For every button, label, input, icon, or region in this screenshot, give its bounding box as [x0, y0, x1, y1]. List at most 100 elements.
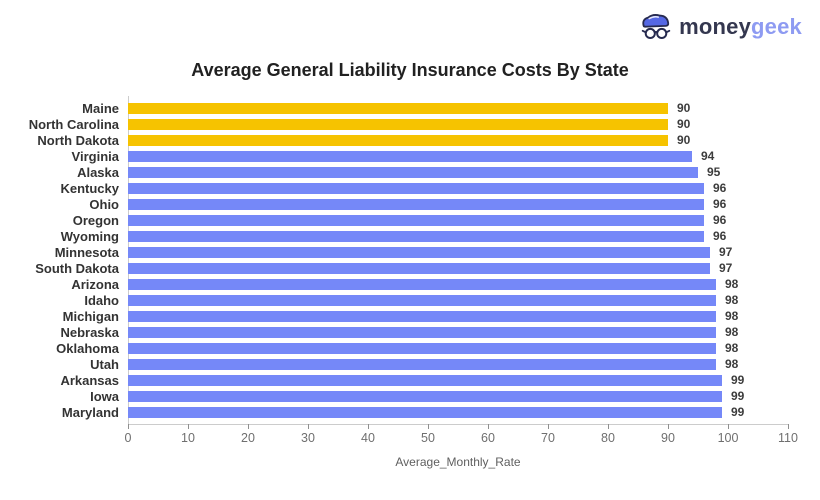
tick-mark: [248, 424, 249, 429]
bar[interactable]: [128, 278, 716, 290]
bar[interactable]: [128, 230, 704, 242]
tick-label: 10: [181, 431, 195, 445]
value-label: 99: [731, 373, 745, 387]
tick-label: 30: [301, 431, 315, 445]
tick-label: 90: [661, 431, 675, 445]
logo-word-geek: geek: [751, 14, 802, 39]
tick-label: 100: [717, 431, 739, 445]
geek-face-icon: [640, 12, 672, 42]
bar[interactable]: [128, 390, 722, 402]
bar-track: 96: [128, 228, 788, 244]
value-label: 98: [725, 341, 739, 355]
bar-track: 98: [128, 276, 788, 292]
tick-mark: [368, 424, 369, 429]
bar-track: 96: [128, 212, 788, 228]
bar-track: 96: [128, 196, 788, 212]
logo-wordmark: moneygeek: [679, 16, 802, 38]
bar-track: 90: [128, 116, 788, 132]
chart-title: Average General Liability Insurance Cost…: [191, 60, 629, 80]
category-label: North Carolina: [28, 116, 119, 132]
bar[interactable]: [128, 358, 716, 370]
bar-row: Wyoming 96: [0, 228, 820, 244]
bar-row: Maryland 99: [0, 404, 820, 420]
bar-row: Michigan 98: [0, 308, 820, 324]
bar[interactable]: [128, 134, 668, 146]
bar-row: Oklahoma 98: [0, 340, 820, 356]
category-label: Maryland: [61, 404, 119, 420]
bar-row: Utah 98: [0, 356, 820, 372]
category-label: Arizona: [71, 276, 119, 292]
bar-row: Ohio 96: [0, 196, 820, 212]
bar[interactable]: [128, 406, 722, 418]
bar[interactable]: [128, 182, 704, 194]
category-label: Idaho: [84, 292, 119, 308]
tick-mark: [548, 424, 549, 429]
bar-track: 97: [128, 244, 788, 260]
bar-track: 98: [128, 308, 788, 324]
bar[interactable]: [128, 374, 722, 386]
tick-label: 40: [361, 431, 375, 445]
value-label: 98: [725, 277, 739, 291]
bar-track: 97: [128, 260, 788, 276]
bar-row: Alaska 95: [0, 164, 820, 180]
value-label: 98: [725, 309, 739, 323]
bar-track: 98: [128, 340, 788, 356]
value-label: 98: [725, 325, 739, 339]
value-label: 98: [725, 357, 739, 371]
bar-track: 95: [128, 164, 788, 180]
bar-track: 98: [128, 324, 788, 340]
tick-mark: [668, 424, 669, 429]
value-label: 96: [713, 197, 727, 211]
bar-row: Minnesota 97: [0, 244, 820, 260]
category-label: Utah: [90, 356, 119, 372]
bar[interactable]: [128, 102, 668, 114]
value-label: 90: [677, 133, 691, 147]
value-label: 97: [719, 245, 733, 259]
bar-row: South Dakota 97: [0, 260, 820, 276]
category-label: Minnesota: [54, 244, 119, 260]
bar[interactable]: [128, 262, 710, 274]
category-label: Nebraska: [60, 324, 119, 340]
bar[interactable]: [128, 198, 704, 210]
value-label: 96: [713, 181, 727, 195]
value-label: 96: [713, 213, 727, 227]
bar-track: 98: [128, 292, 788, 308]
bar[interactable]: [128, 342, 716, 354]
bar[interactable]: [128, 310, 716, 322]
bar-row: Virginia 94: [0, 148, 820, 164]
value-label: 99: [731, 389, 745, 403]
bar-track: 90: [128, 132, 788, 148]
bar-track: 96: [128, 180, 788, 196]
logo-word-money: money: [679, 14, 752, 39]
bar[interactable]: [128, 150, 692, 162]
bar-row: Arizona 98: [0, 276, 820, 292]
bar-track: 90: [128, 100, 788, 116]
bar[interactable]: [128, 294, 716, 306]
bar-row: Maine 90: [0, 100, 820, 116]
bar-row: Arkansas 99: [0, 372, 820, 388]
tick-label: 50: [421, 431, 435, 445]
value-label: 90: [677, 101, 691, 115]
tick-label: 70: [541, 431, 555, 445]
bar-row: Nebraska 98: [0, 324, 820, 340]
category-label: Oregon: [72, 212, 119, 228]
category-label: Virginia: [71, 148, 119, 164]
bar-rows: Maine 90 North Carolina 90 North Dakota 90 Vir…: [0, 100, 820, 420]
category-label: Maine: [82, 100, 119, 116]
tick-mark: [728, 424, 729, 429]
bar[interactable]: [128, 166, 698, 178]
tick-mark: [488, 424, 489, 429]
bar[interactable]: [128, 246, 710, 258]
tick-mark: [188, 424, 189, 429]
bar-row: North Dakota 90: [0, 132, 820, 148]
bar-row: Kentucky 96: [0, 180, 820, 196]
bar[interactable]: [128, 214, 704, 226]
tick-label: 20: [241, 431, 255, 445]
category-label: Kentucky: [60, 180, 119, 196]
bar-track: 99: [128, 404, 788, 420]
moneygeek-logo: moneygeek: [640, 12, 802, 42]
bar[interactable]: [128, 326, 716, 338]
bar-row: North Carolina 90: [0, 116, 820, 132]
bar[interactable]: [128, 118, 668, 130]
